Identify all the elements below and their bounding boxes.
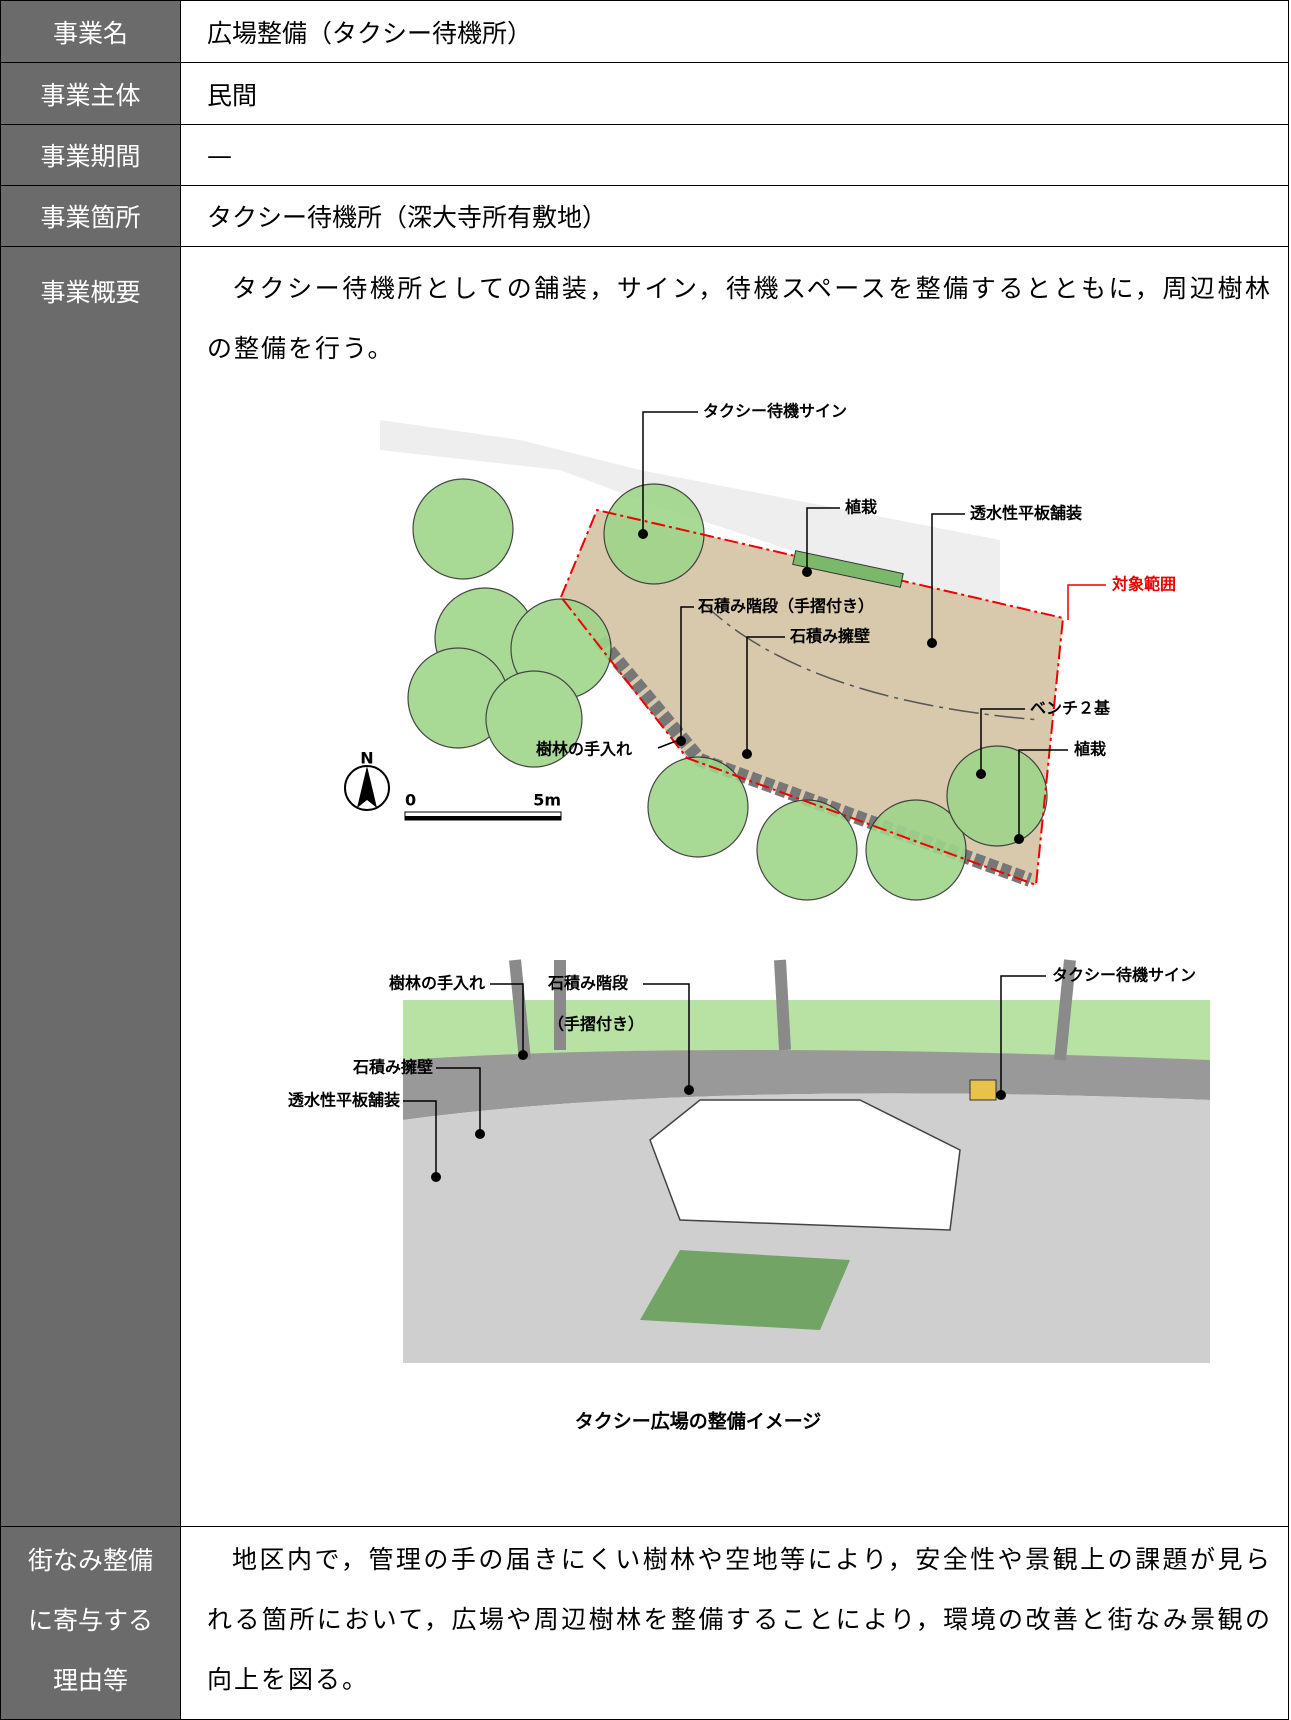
taxi-sign: [969, 1079, 997, 1101]
plan-dots: [638, 529, 1024, 844]
plan-label: ベンチ２基: [1030, 699, 1111, 718]
persp-label: 石積み擁壁: [352, 1058, 433, 1077]
scale-label: 0: [405, 791, 416, 810]
north-label: N: [360, 749, 373, 768]
persp-label: （手摺付き）: [548, 1015, 644, 1034]
plan-label: 透水性平板舗装: [970, 504, 1083, 523]
grass: [403, 1000, 1210, 1060]
persp-label: 樹林の手入れ: [389, 974, 485, 993]
stone-wall: [403, 1050, 1210, 1120]
label-line: 街なみ整備: [27, 1546, 153, 1575]
row-label: 事業概要: [0, 246, 181, 1527]
taxi: [649, 1099, 961, 1231]
plan-label: 樹林の手入れ: [536, 740, 632, 759]
planter: [640, 1250, 850, 1330]
planting: [792, 550, 904, 588]
plaza: [561, 510, 1063, 885]
trees: [407, 478, 1048, 901]
perspective-drawing: 樹林の手入れ 石積み階段 （手摺付き） タクシー待機サイン 石積み擁壁 透水性平…: [288, 959, 1210, 1363]
target-area: [559, 508, 1065, 887]
plan-label: 植栽: [845, 498, 877, 517]
row-label: 事業名: [0, 0, 181, 63]
row-value: 広場整備（タクシー待機所）: [180, 0, 1289, 63]
persp-leaders: [403, 975, 1046, 1177]
plan-label: 植栽: [1074, 740, 1106, 759]
plan-drawing: タクシー待機サイン 植栽 透水性平板舗装 対象範囲 石積み階段（手摺付き） 石積…: [344, 402, 1176, 901]
persp-dots: [431, 1050, 1006, 1182]
label-line: 理由等: [52, 1666, 128, 1695]
road: [380, 420, 1000, 620]
row-value: タクシー待機所としての舗装，サイン，待機スペースを整備するとともに，周辺樹林の整…: [180, 246, 1289, 1527]
pavement: [403, 1093, 1210, 1363]
persp-label: 石積み階段: [547, 974, 629, 993]
plan-label: タクシー待機サイン: [703, 402, 847, 421]
plan-label: 石積み擁壁: [789, 627, 870, 646]
plan-label: 石積み階段（手摺付き）: [697, 597, 874, 616]
curb: [699, 599, 1041, 721]
scale-label: 5m: [533, 791, 561, 810]
persp-label: タクシー待機サイン: [1052, 966, 1196, 985]
row-label: 事業期間: [0, 124, 181, 186]
figure-caption: タクシー広場の整備イメージ: [575, 1410, 822, 1433]
row-value: 地区内で，管理の手の届きにくい樹林や空地等により，安全性や景観上の課題が見られる…: [180, 1526, 1289, 1720]
row-label: 事業主体: [0, 62, 181, 125]
scale-bar-fill: [405, 816, 561, 820]
plan-leaders: [642, 411, 1106, 839]
label-line: に寄与する: [27, 1606, 153, 1635]
persp-label: 透水性平板舗装: [288, 1091, 401, 1110]
row-label: 街なみ整備 に寄与する 理由等: [0, 1526, 181, 1720]
north-arrow: [357, 766, 377, 808]
plan-label: 対象範囲: [1111, 575, 1176, 594]
